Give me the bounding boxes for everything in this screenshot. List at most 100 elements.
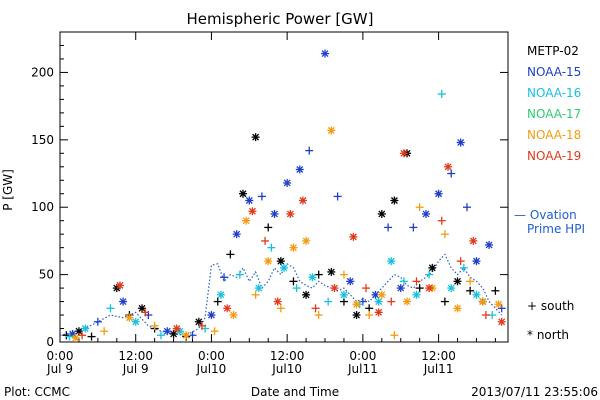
point-noaa-16-15 (339, 290, 348, 299)
point-noaa-16-4 (156, 331, 165, 340)
ovation-hpi-polyline (59, 253, 503, 336)
point-metp-02-9 (194, 317, 203, 326)
point-noaa-18-10 (276, 304, 285, 313)
point-noaa-15-21 (396, 284, 405, 293)
point-noaa-15-10 (257, 192, 266, 201)
x-tick-label-date-2: Jul10 (196, 362, 227, 376)
x-tick-label-time-1: 12:00 (118, 349, 153, 363)
point-noaa-18-26 (478, 297, 487, 306)
point-noaa-15-16 (333, 192, 342, 201)
point-noaa-15-20 (384, 223, 393, 232)
point-metp-02-1 (74, 327, 83, 336)
x-tick-label-time-3: 12:00 (270, 349, 305, 363)
point-metp-02-24 (390, 196, 399, 205)
point-noaa-16-7 (216, 290, 225, 299)
plot-frame (59, 31, 509, 343)
data-markers (62, 49, 506, 342)
point-noaa-18-12 (302, 236, 311, 245)
point-noaa-16-22 (437, 90, 446, 98)
point-metp-02-10 (213, 297, 222, 306)
y-tick-label-2: 100 (31, 200, 54, 214)
legend-item-metp-02: METP-02 (527, 44, 579, 58)
point-noaa-18-5 (210, 327, 219, 336)
point-noaa-15-9 (245, 196, 254, 205)
point-noaa-18-20 (403, 297, 412, 306)
point-noaa-18-8 (251, 290, 260, 299)
point-noaa-15-26 (456, 138, 465, 147)
point-metp-02-2 (87, 332, 96, 341)
point-noaa-15-24 (434, 189, 443, 198)
point-noaa-19-18 (412, 277, 421, 286)
point-noaa-16-11 (280, 263, 288, 272)
legend-item-noaa-17: NOAA-17 (527, 107, 581, 121)
point-noaa-19-11 (311, 304, 320, 313)
chart-title: Hemispheric Power [GW] (187, 10, 374, 28)
point-noaa-18-13 (314, 311, 323, 320)
legend: METP-02 NOAA-15 NOAA-16 NOAA-17 NOAA-18 NOAA-… (514, 44, 585, 342)
point-metp-02-23 (377, 209, 386, 218)
point-noaa-15-1 (93, 317, 102, 326)
point-noaa-18-21 (415, 203, 424, 212)
point-noaa-19-16 (387, 297, 396, 306)
point-noaa-16-12 (292, 284, 301, 293)
point-noaa-18-25 (466, 277, 475, 286)
point-noaa-19-4 (197, 321, 206, 330)
point-noaa-15-22 (409, 223, 418, 232)
point-noaa-16-17 (374, 297, 383, 306)
point-noaa-19-12 (330, 284, 339, 293)
point-noaa-16-9 (254, 284, 263, 293)
point-noaa-19-5 (223, 304, 232, 313)
series-noaa-19 (78, 149, 506, 340)
point-noaa-19-14 (362, 284, 371, 293)
point-noaa-16-8 (235, 270, 244, 279)
point-noaa-19-24 (481, 311, 490, 320)
point-noaa-15-30 (497, 304, 506, 313)
point-noaa-18-14 (327, 126, 336, 135)
point-metp-02-22 (365, 304, 374, 313)
point-metp-02-21 (352, 311, 361, 320)
point-noaa-19-25 (497, 317, 506, 326)
legend-item-noaa-16: NOAA-16 (527, 86, 581, 100)
y-tick-label-3: 150 (31, 133, 54, 147)
point-noaa-19-20 (437, 216, 446, 225)
x-axis-label: Date and Time (251, 385, 339, 399)
point-noaa-16-0 (65, 332, 74, 341)
point-noaa-18-17 (365, 311, 374, 320)
point-noaa-18-11 (289, 243, 298, 252)
point-noaa-15-15 (321, 49, 330, 58)
point-noaa-19-22 (456, 257, 465, 266)
point-noaa-18-0 (71, 333, 80, 342)
footer-plot-credit: Plot: CCMC (4, 385, 70, 399)
point-noaa-15-6 (207, 311, 216, 320)
point-noaa-16-2 (106, 304, 115, 313)
point-noaa-19-3 (172, 324, 181, 333)
point-metp-02-29 (453, 277, 462, 286)
point-metp-02-28 (440, 297, 449, 306)
point-noaa-19-19 (425, 284, 434, 293)
point-noaa-15-11 (270, 209, 279, 218)
point-noaa-18-18 (377, 290, 386, 299)
point-metp-02-27 (428, 263, 437, 272)
point-noaa-16-19 (399, 277, 408, 286)
point-noaa-16-20 (412, 290, 421, 299)
series-noaa-15 (68, 49, 506, 340)
point-noaa-15-23 (421, 209, 430, 218)
point-noaa-19-10 (298, 196, 307, 205)
legend-ovation-line2: Prime HPI (527, 222, 585, 236)
ovation-hpi-line (59, 253, 503, 336)
legend-marker-north: * north (527, 328, 569, 342)
point-noaa-16-10 (267, 243, 276, 252)
point-noaa-16-21 (425, 270, 434, 279)
point-noaa-18-16 (352, 300, 361, 309)
x-tick-label-date-4: Jul11 (347, 362, 378, 376)
x-tick-label-time-2: 0:00 (198, 349, 225, 363)
point-metp-02-19 (327, 267, 336, 276)
point-noaa-18-23 (440, 230, 449, 239)
point-noaa-18-2 (125, 313, 134, 322)
point-noaa-18-7 (242, 216, 251, 225)
y-tick-label-4: 200 (31, 65, 54, 79)
y-tick-label-1: 50 (39, 268, 54, 282)
point-noaa-16-24 (459, 263, 468, 272)
point-noaa-19-15 (374, 308, 383, 317)
